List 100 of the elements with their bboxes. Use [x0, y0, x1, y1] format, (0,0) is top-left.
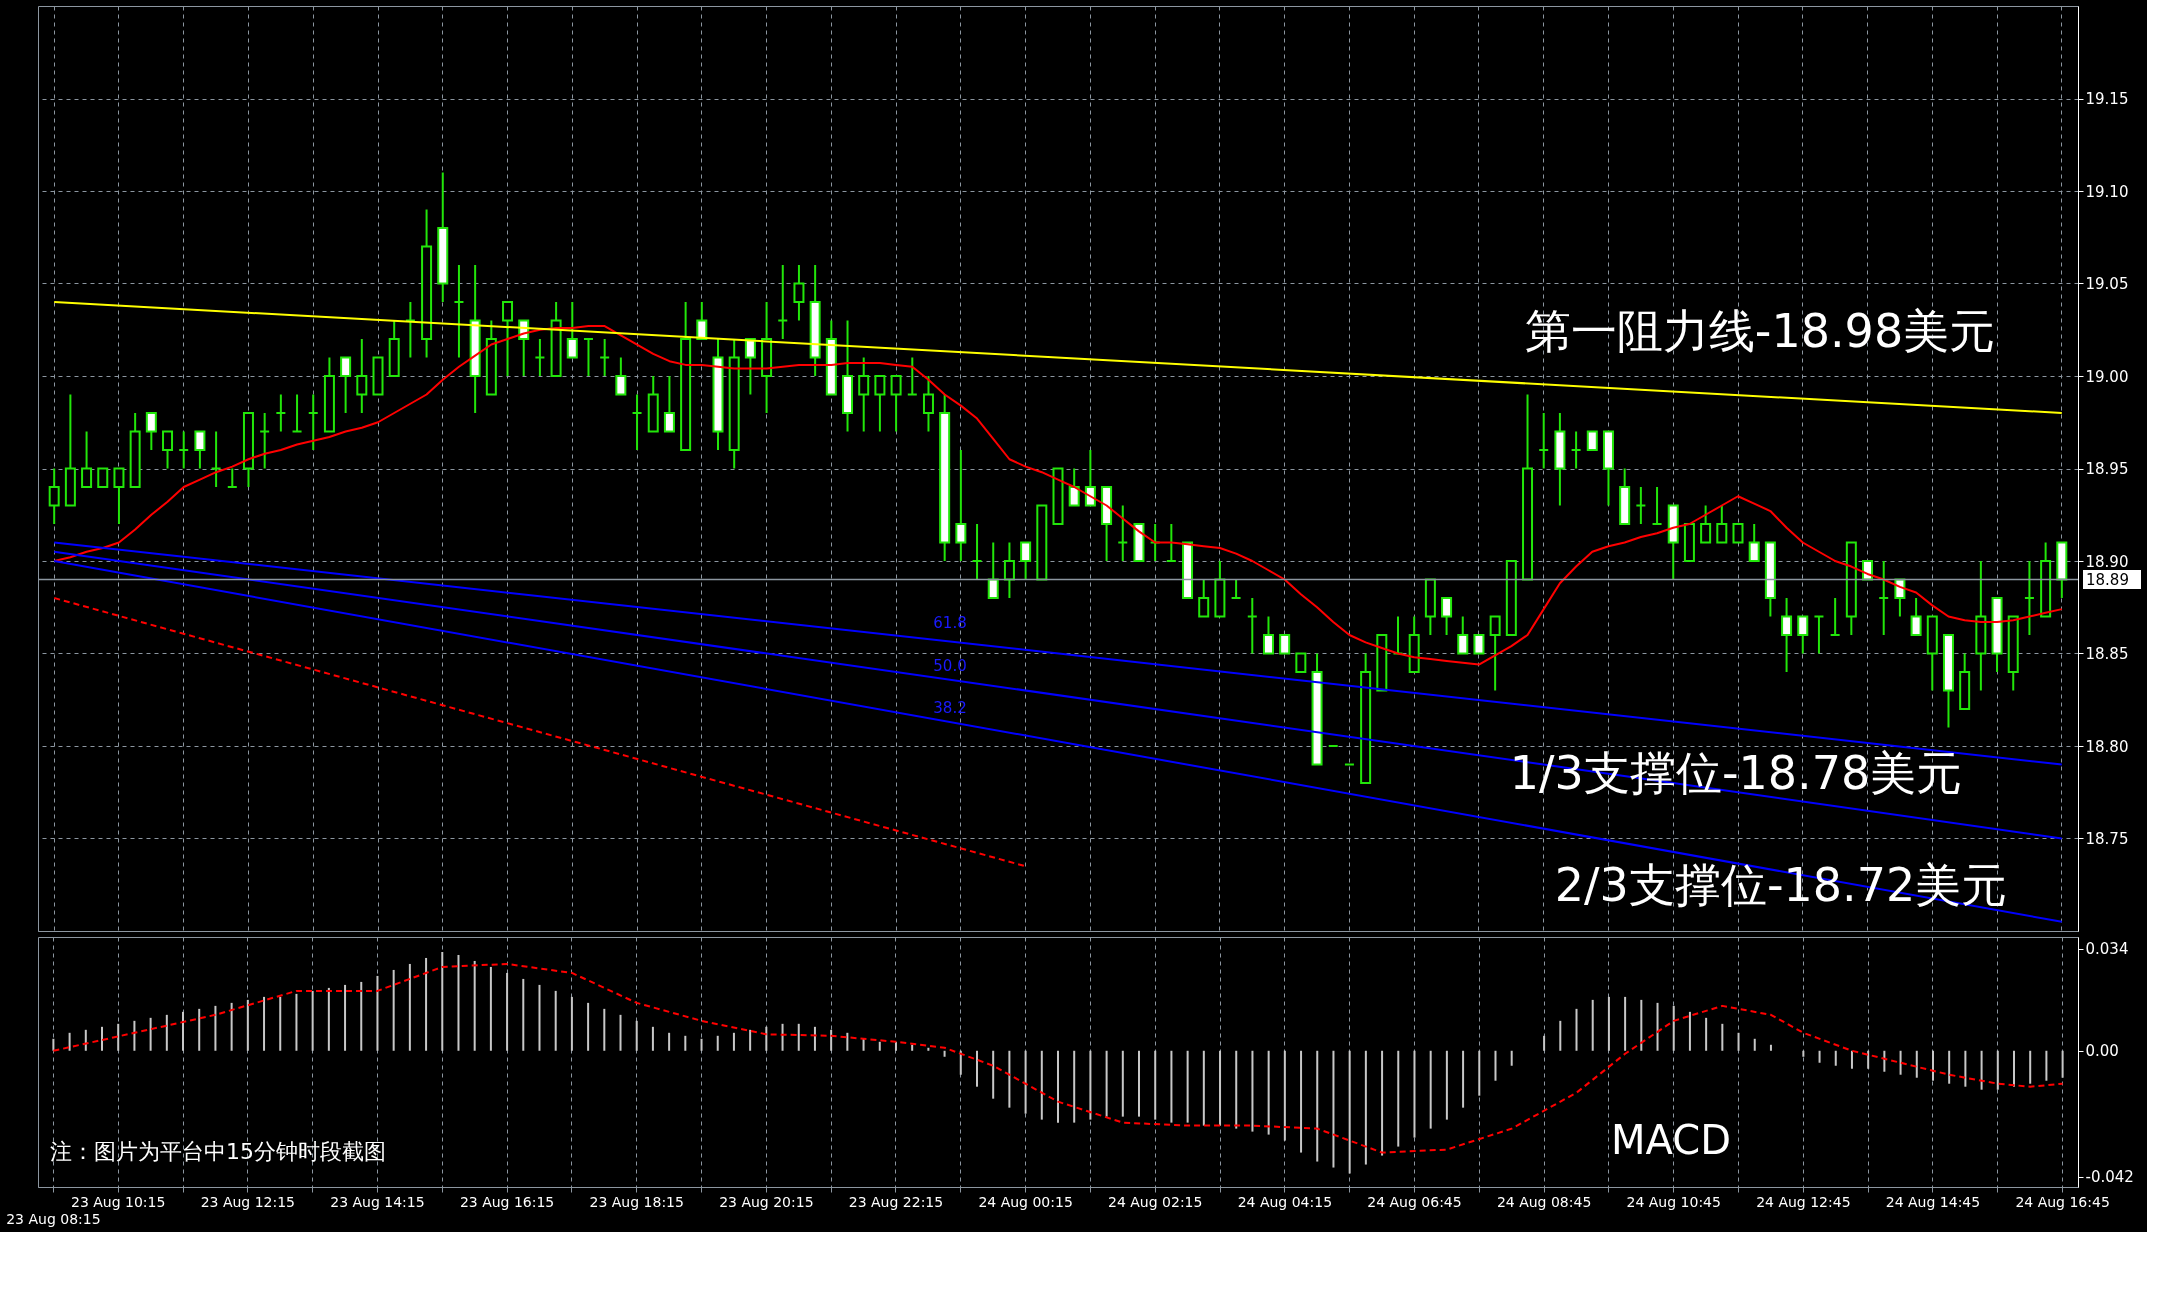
bar: [84, 1029, 87, 1051]
candlestick: [356, 338, 368, 414]
bar: [619, 1014, 622, 1051]
bar: [1381, 1050, 1384, 1156]
bar: [68, 1032, 71, 1051]
y-tick-label: 0.00: [2085, 1042, 2119, 1061]
candlestick: [890, 375, 902, 433]
x-tick-label: 24 Aug 14:45: [1885, 1193, 1981, 1210]
bar: [1105, 1050, 1108, 1117]
candlestick: [744, 338, 756, 396]
x-tick-label: 24 Aug 12:45: [1756, 1193, 1851, 1210]
annotation: MACD: [1611, 1117, 1731, 1163]
bar: [1915, 1050, 1918, 1078]
x-tick-label: 24 Aug 02:15: [1108, 1193, 1203, 1210]
y-tick-label: 19.15: [2085, 90, 2129, 108]
bar: [1964, 1050, 1967, 1087]
candlestick: [1262, 615, 1274, 655]
bar: [1818, 1050, 1821, 1063]
bar: [2061, 1050, 2064, 1078]
bar: [1624, 996, 1627, 1051]
bar: [2029, 1050, 2032, 1084]
bar: [959, 1050, 962, 1075]
y-tick-label: 18.85: [2085, 645, 2129, 663]
candlestick: [566, 301, 578, 359]
bar: [1899, 1050, 1902, 1075]
bar: [295, 993, 298, 1051]
candlestick: [162, 430, 174, 470]
ref-line-label: 18.89: [2086, 570, 2129, 589]
annotation: 第一阻力线-18.98美元: [1524, 304, 1996, 358]
bar: [473, 960, 476, 1051]
candlestick: [1457, 615, 1469, 655]
bar: [1413, 1050, 1416, 1138]
bar: [1721, 1023, 1724, 1051]
bar: [1948, 1050, 1951, 1084]
x-tick-label: 23 Aug 18:15: [589, 1193, 684, 1210]
bar: [1154, 1050, 1157, 1120]
bar: [1672, 1005, 1675, 1051]
candlestick: [1781, 597, 1793, 673]
candlestick: [663, 375, 675, 433]
candlestick: [1020, 541, 1032, 581]
bar: [360, 981, 363, 1051]
bar: [1980, 1050, 1983, 1090]
bar: [1834, 1050, 1837, 1066]
bar: [506, 972, 509, 1051]
bar: [1332, 1050, 1335, 1168]
y-tick-label: -0.042: [2085, 1168, 2134, 1187]
bar: [408, 963, 411, 1051]
bar: [765, 1026, 768, 1051]
bar: [1283, 1050, 1286, 1141]
candlestick: [1797, 615, 1809, 655]
bar: [1753, 1038, 1756, 1051]
x-tick-label: 23 Aug 12:15: [200, 1193, 296, 1210]
bar: [1445, 1050, 1448, 1120]
bar: [149, 1017, 152, 1051]
bar: [1559, 1020, 1562, 1051]
y-tick-label: 19.00: [2085, 367, 2129, 386]
annotation: 38.2: [933, 699, 967, 717]
bar: [1202, 1050, 1205, 1126]
bar: [1138, 1050, 1141, 1117]
bar: [1170, 1050, 1173, 1123]
bar: [862, 1038, 865, 1051]
candlestick: [922, 375, 934, 433]
bar: [522, 978, 525, 1051]
candlestick: [1700, 504, 1712, 544]
bar: [1267, 1050, 1270, 1135]
y-tick-label: 19.05: [2085, 275, 2129, 293]
bar: [198, 1008, 201, 1051]
annotation: 注：图片为平台中15分钟时段截图: [50, 1139, 386, 1164]
bar: [214, 1005, 217, 1051]
x-tick-label: 24 Aug 06:45: [1367, 1193, 1462, 1210]
bar: [668, 1032, 671, 1051]
bar: [1251, 1050, 1254, 1132]
bar: [441, 951, 444, 1051]
bar: [1996, 1050, 1999, 1090]
bar: [2013, 1050, 2015, 1087]
bar: [457, 954, 460, 1051]
bar: [52, 1038, 55, 1051]
candlestick: [1279, 634, 1291, 655]
x-tick-label: 24 Aug 10:45: [1626, 1193, 1721, 1210]
bar: [635, 1020, 638, 1051]
bar: [1364, 1050, 1367, 1165]
bar: [263, 996, 266, 1051]
bar: [1478, 1050, 1481, 1096]
bar: [603, 1008, 606, 1051]
bar: [1089, 1050, 1092, 1120]
candlestick: [1489, 615, 1501, 692]
bar: [554, 990, 557, 1051]
bar: [1737, 1032, 1740, 1051]
bar: [489, 966, 492, 1051]
bar: [1575, 1008, 1578, 1051]
candlestick: [1003, 541, 1015, 599]
bar: [797, 1023, 800, 1051]
bar: [117, 1023, 120, 1051]
bar: [327, 987, 330, 1051]
bar: [1073, 1050, 1076, 1123]
annotation: 61.8: [933, 614, 967, 632]
x-tick-label: 23 Aug 22:15: [848, 1193, 944, 1210]
candlestick: [955, 449, 967, 562]
x-tick-label: 24 Aug 04:15: [1237, 1193, 1333, 1210]
bar: [570, 996, 573, 1051]
